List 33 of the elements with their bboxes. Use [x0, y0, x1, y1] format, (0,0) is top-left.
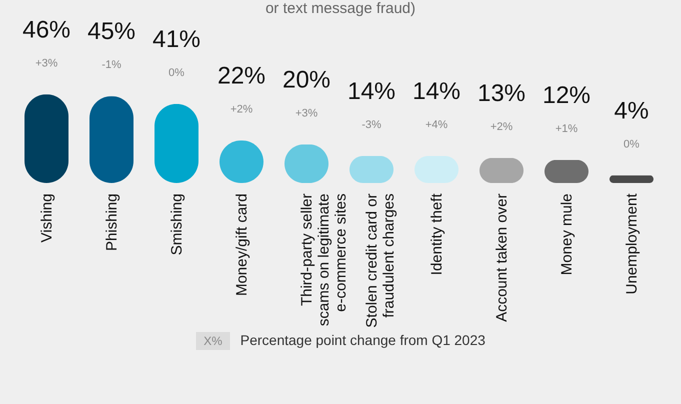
annotation: +1%: [555, 122, 578, 135]
x-tick-label: Account taken over: [494, 194, 510, 322]
text: Percentage point change from Q1 2023: [240, 332, 486, 348]
bar: [610, 175, 654, 183]
x-tick-label: Unemployment: [624, 192, 640, 294]
x-tick-label: Vishing: [38, 194, 56, 242]
data-label: 46%: [22, 16, 71, 44]
annotation: 0%: [624, 138, 640, 150]
data-label: 13%: [477, 80, 526, 107]
annotation: +4%: [425, 118, 448, 131]
x-tick-label: Third-party seller scams on legitimate e-commerce sites: [298, 193, 350, 326]
data-label: 20%: [282, 66, 331, 94]
annotation: +3%: [35, 57, 58, 70]
annotation: +3%: [295, 107, 318, 120]
data-label: 22%: [217, 62, 266, 90]
x-tick-label: Money mule: [558, 194, 576, 276]
data-label: 4%: [614, 97, 649, 124]
x-tick-label: Money/gift card: [234, 194, 250, 296]
annotation: +2%: [490, 120, 513, 133]
text: X%: [196, 332, 230, 350]
annotation: 0%: [168, 66, 185, 79]
x-tick-label: Identity theft: [428, 192, 446, 276]
data-label: 14%: [412, 78, 461, 105]
x-tick-label: Smishing: [168, 194, 186, 256]
chart-title: or text message fraud): [264, 0, 417, 18]
x-tick-label: Phishing: [104, 194, 120, 252]
annotation: -3%: [362, 118, 382, 131]
data-label: 45%: [87, 18, 136, 46]
annotation: +2%: [230, 104, 253, 116]
data-label: 14%: [347, 78, 396, 105]
annotation: -1%: [102, 59, 122, 72]
data-label: 12%: [542, 82, 591, 109]
data-label: 41%: [152, 26, 201, 53]
